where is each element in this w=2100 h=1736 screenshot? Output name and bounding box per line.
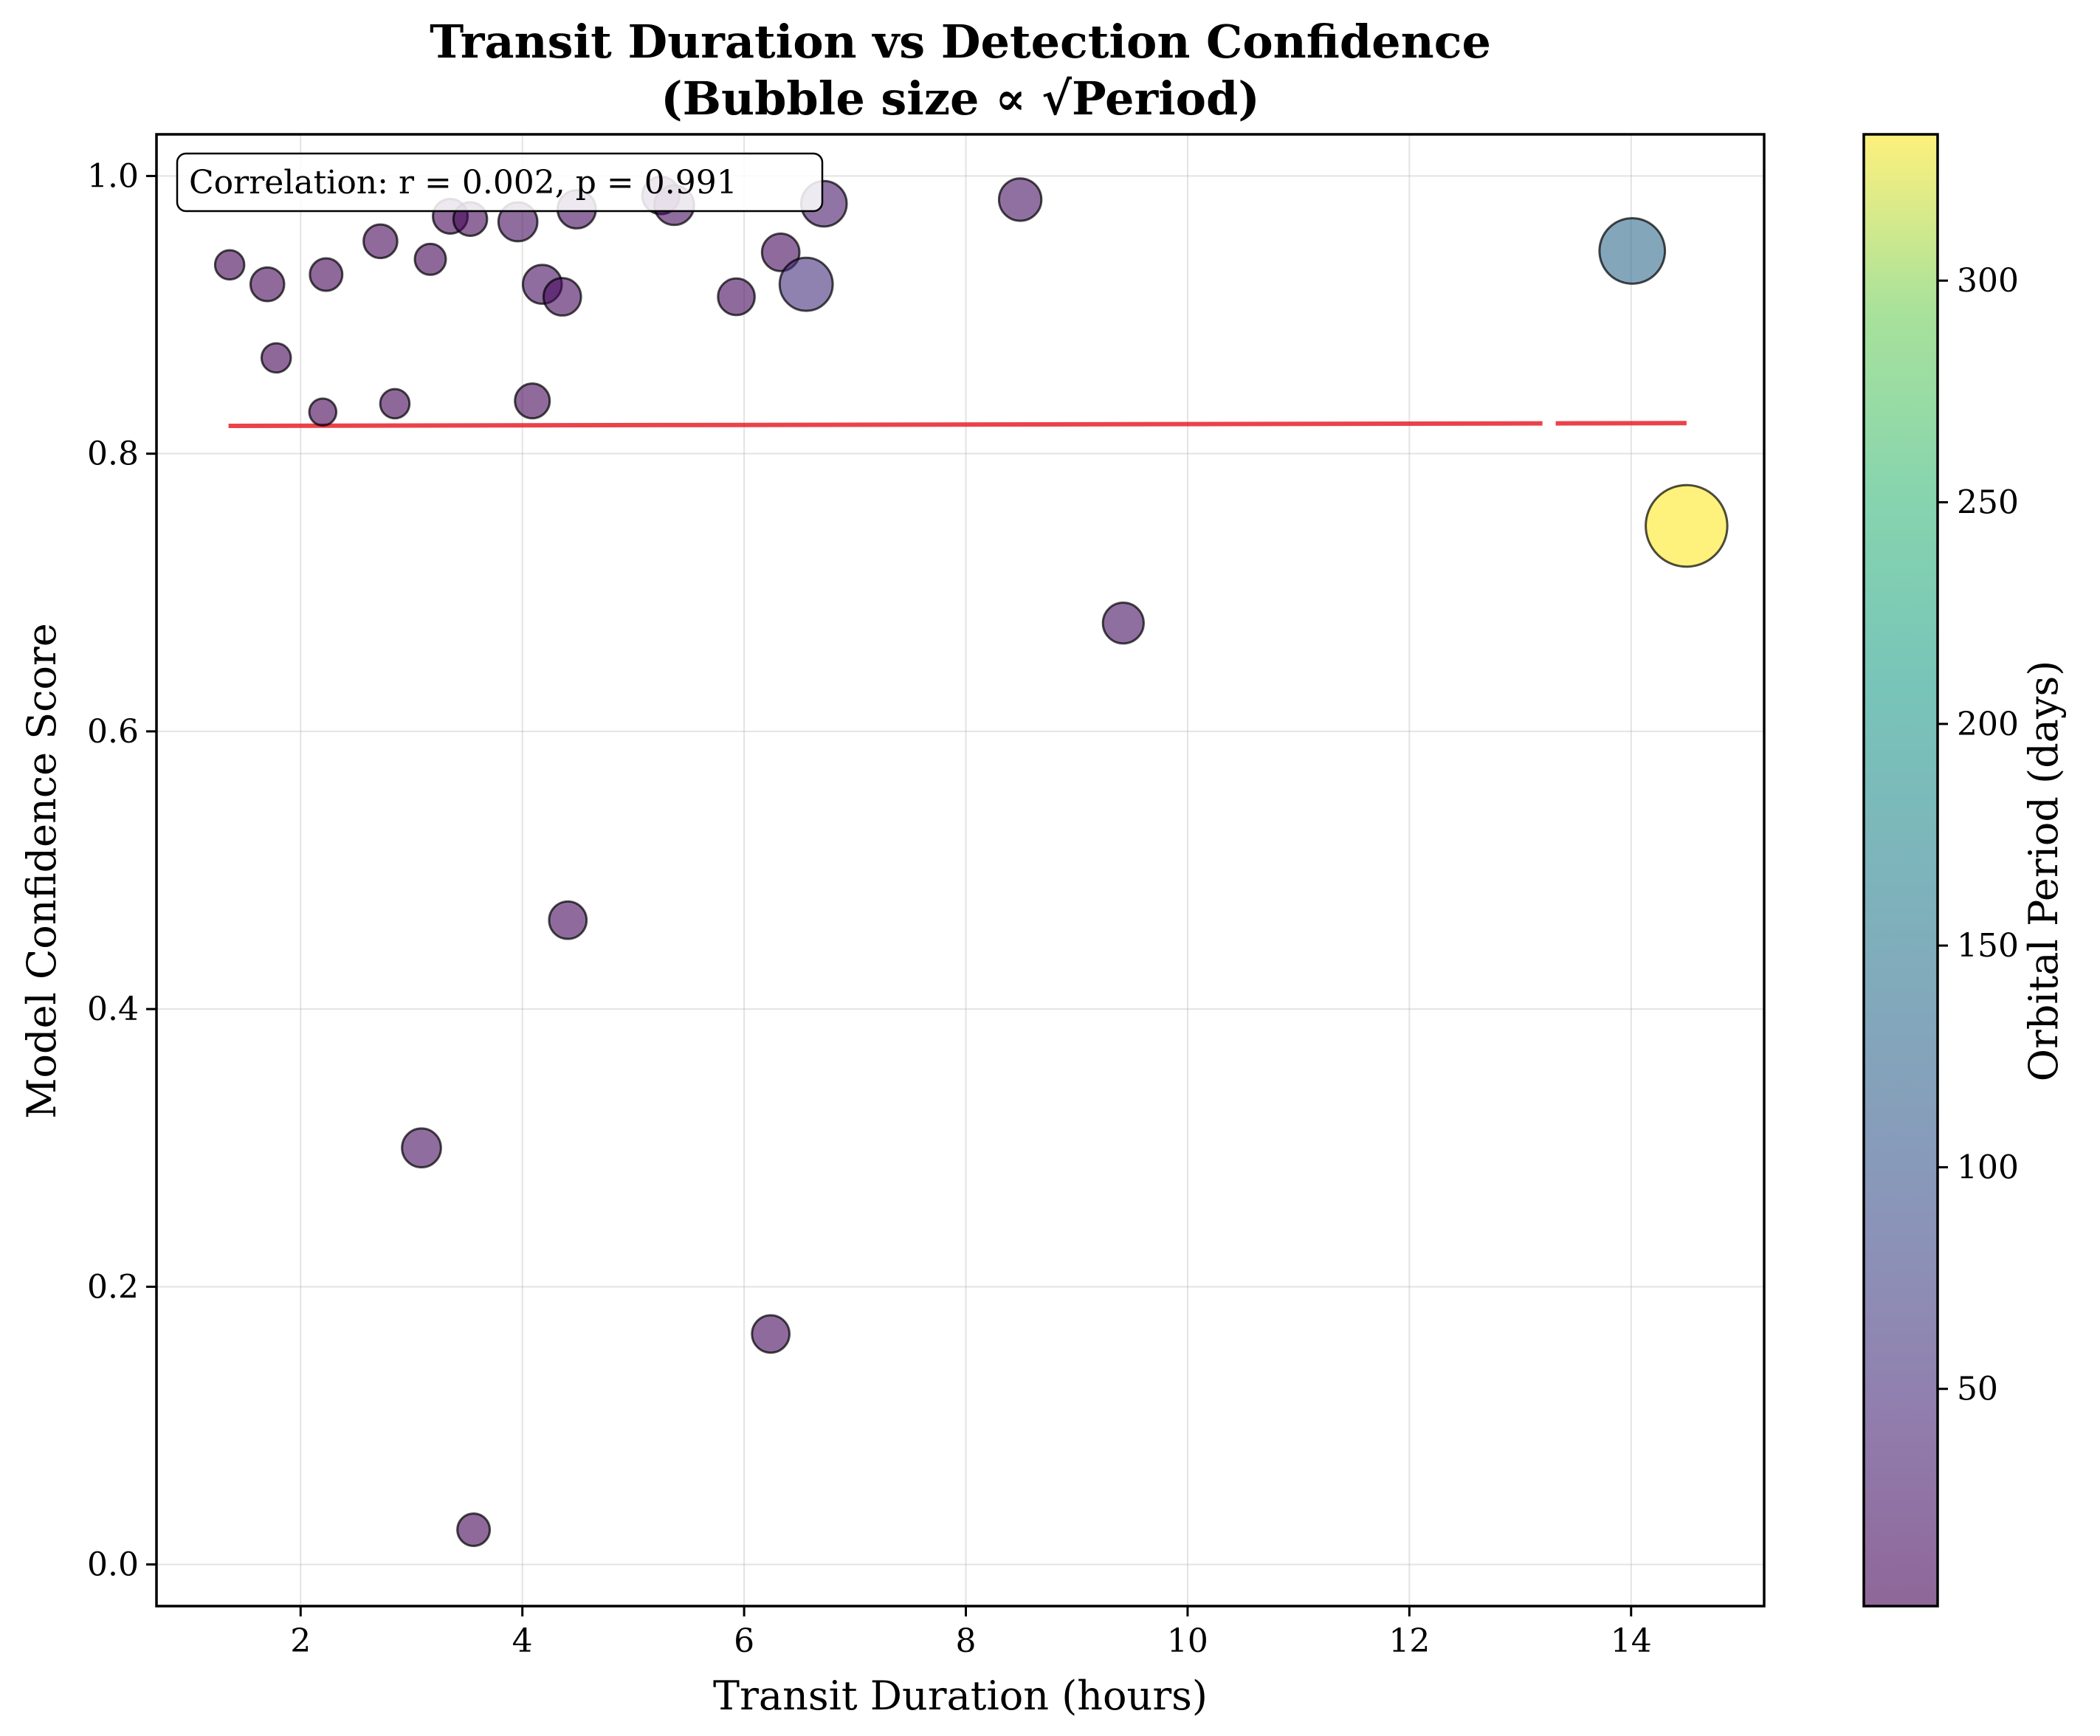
- colorbar-tick-label: 250: [1957, 484, 2019, 522]
- data-point: [542, 277, 582, 317]
- y-axis-ticks: 0.0 0.2 0.4 0.6 0.8 1.0: [87, 157, 156, 1584]
- gridlines: [156, 134, 1764, 1606]
- data-point: [760, 232, 801, 272]
- colorbar-label: Orbital Period (days): [2020, 661, 2067, 1082]
- data-point: [1598, 217, 1667, 285]
- plot-frame: [155, 133, 1766, 1608]
- chart-title-line2: (Bubble size ∝ √Period): [661, 72, 1259, 125]
- y-tick-label: 0.2: [87, 1268, 139, 1306]
- data-point: [249, 266, 286, 303]
- correlation-annotation: Correlation: r = 0.002, p = 0.991: [176, 152, 824, 213]
- data-point: [309, 257, 344, 292]
- scatter-points: [213, 175, 1729, 1547]
- data-point: [308, 397, 338, 427]
- data-point: [548, 900, 588, 940]
- y-tick-label: 0.8: [87, 435, 139, 473]
- data-point: [751, 1314, 791, 1354]
- colorbar-frame: [1862, 133, 1939, 1608]
- x-tick-label: 8: [956, 1622, 977, 1660]
- x-axis-ticks: 2 4 6 8 10 12 14: [290, 1606, 1652, 1660]
- x-axis-label: Transit Duration (hours): [713, 1673, 1208, 1719]
- colorbar-ticks: 50 100 150 200 250 300: [1938, 262, 2019, 1408]
- colorbar-tick-label: 100: [1957, 1148, 2019, 1186]
- x-tick-label: 12: [1388, 1622, 1430, 1660]
- colorbar-tick-label: 300: [1957, 262, 2019, 300]
- data-point: [260, 342, 292, 374]
- data-point: [778, 256, 834, 312]
- colorbar-gradient: [1864, 134, 1938, 1606]
- data-point: [413, 242, 447, 276]
- data-point: [401, 1127, 442, 1169]
- y-tick-label: 0.4: [87, 991, 139, 1028]
- x-tick-label: 2: [290, 1622, 311, 1660]
- colorbar-tick-label: 50: [1957, 1371, 1998, 1408]
- annotation-text: Correlation: r = 0.002, p = 0.991: [189, 164, 737, 202]
- y-tick-label: 1.0: [87, 157, 139, 195]
- data-point: [1645, 483, 1729, 568]
- data-point: [379, 388, 411, 420]
- x-tick-label: 4: [512, 1622, 533, 1660]
- colorbar-tick-label: 200: [1957, 706, 2019, 743]
- y-axis-label: Model Confidence Score: [18, 623, 65, 1119]
- data-point: [514, 382, 551, 420]
- data-point: [997, 177, 1043, 222]
- data-point: [456, 1512, 492, 1547]
- data-point: [213, 249, 246, 281]
- annotation-box: [176, 152, 824, 213]
- trend-line: [228, 421, 1687, 429]
- colorbar: 50 100 150 200 250 300 Orbital Period (days): [1862, 133, 2067, 1608]
- x-tick-label: 10: [1167, 1622, 1208, 1660]
- trendline-group: [228, 421, 1687, 429]
- data-point: [1101, 602, 1145, 645]
- data-point: [362, 223, 399, 260]
- y-tick-label: 0.0: [87, 1546, 139, 1584]
- y-tick-label: 0.6: [87, 713, 139, 751]
- chart-title-line1: Transit Duration vs Detection Confidence: [430, 15, 1491, 69]
- x-tick-label: 14: [1611, 1622, 1652, 1660]
- x-tick-label: 6: [734, 1622, 754, 1660]
- colorbar-tick-label: 150: [1957, 927, 2019, 965]
- data-point: [717, 277, 756, 317]
